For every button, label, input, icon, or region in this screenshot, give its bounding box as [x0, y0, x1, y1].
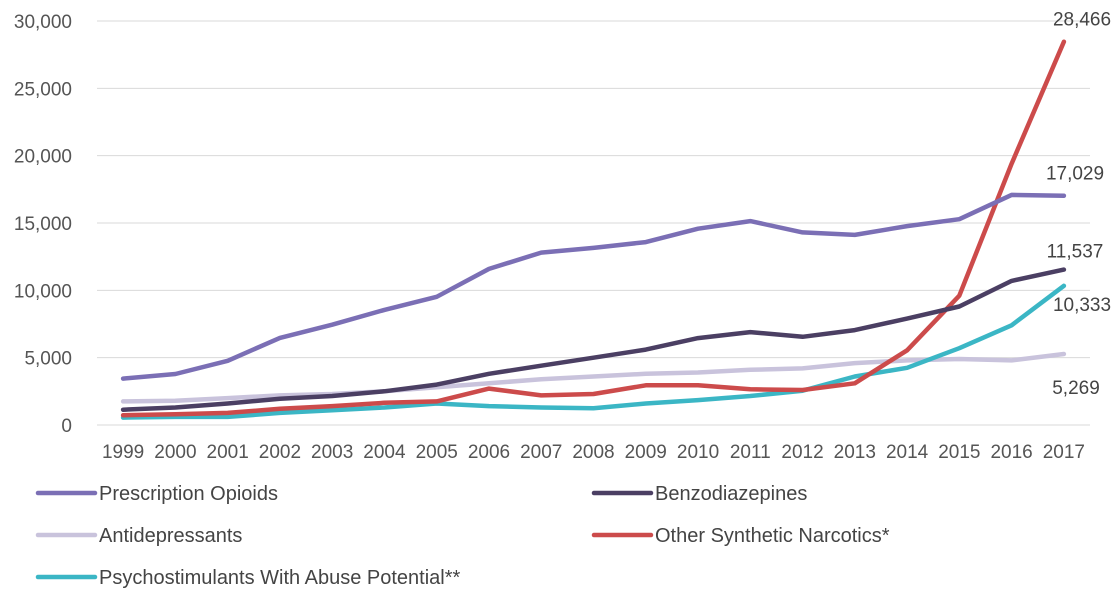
series-line-other-synthetic-narcotics	[120, 39, 1067, 418]
legend-item: Other Synthetic Narcotics*	[591, 525, 890, 547]
legend-label: Prescription Opioids	[99, 483, 278, 505]
x-tick-label: 2000	[154, 442, 196, 463]
x-tick-label: 2008	[572, 442, 614, 463]
x-tick-label: 2013	[834, 442, 876, 463]
x-tick-label: 2005	[416, 442, 458, 463]
x-tick-label: 2016	[990, 442, 1032, 463]
x-tick-label: 2002	[259, 442, 301, 463]
series-line-antidepressants	[120, 351, 1067, 404]
series-line-psychostimulants-with-abuse-potential	[120, 283, 1067, 420]
legend-item: Antidepressants	[35, 525, 242, 547]
series-lines	[120, 39, 1067, 420]
end-value-labels: 17,029 11,537 5,269 28,466 10,333	[1046, 10, 1111, 399]
end-value-label: 5,269	[1052, 378, 1100, 399]
x-tick-label: 2011	[730, 442, 771, 463]
end-value-label: 17,029	[1046, 164, 1104, 185]
legend: Prescription Opioids Benzodiazepines Antid…	[35, 483, 890, 589]
x-tick-label: 2006	[468, 442, 510, 463]
x-tick-label: 2009	[625, 442, 667, 463]
legend-label: Antidepressants	[99, 525, 242, 547]
legend-label: Psychostimulants With Abuse Potential**	[99, 567, 461, 589]
x-tick-label: 2003	[311, 442, 353, 463]
x-tick-label: 2017	[1043, 442, 1085, 463]
y-tick-label: 25,000	[14, 79, 72, 100]
legend-label: Other Synthetic Narcotics*	[655, 525, 890, 547]
y-tick-label: 30,000	[14, 12, 72, 33]
x-tick-label: 2014	[886, 442, 929, 463]
y-tick-label: 15,000	[14, 214, 72, 235]
series-line-benzodiazepines	[120, 267, 1067, 412]
y-tick-label: 0	[61, 416, 72, 437]
y-axis-tick-labels: 0 5,000 10,000 15,000 20,000 25,000 30,000	[14, 12, 72, 437]
end-value-label: 28,466	[1053, 10, 1111, 31]
x-tick-label: 2012	[781, 442, 823, 463]
x-axis-tick-labels: 1999 2000 2001 2002 2003 2004 2005 2006 2007 2008…	[102, 442, 1085, 463]
x-tick-label: 1999	[102, 442, 144, 463]
y-tick-label: 20,000	[14, 147, 72, 168]
legend-item: Benzodiazepines	[591, 483, 807, 505]
gridlines	[97, 20, 1090, 426]
x-tick-label: 2010	[677, 442, 719, 463]
y-tick-label: 10,000	[14, 281, 72, 302]
end-value-label: 11,537	[1047, 242, 1104, 263]
x-tick-label: 2001	[207, 442, 249, 463]
x-tick-label: 2004	[363, 442, 406, 463]
series-line-prescription-opioids	[120, 192, 1067, 381]
y-tick-label: 5,000	[24, 349, 72, 370]
legend-item: Psychostimulants With Abuse Potential**	[35, 567, 461, 589]
legend-item: Prescription Opioids	[35, 483, 278, 505]
x-tick-label: 2015	[938, 442, 980, 463]
legend-label: Benzodiazepines	[655, 483, 807, 505]
x-tick-label: 2007	[520, 442, 562, 463]
end-value-label: 10,333	[1053, 295, 1111, 316]
